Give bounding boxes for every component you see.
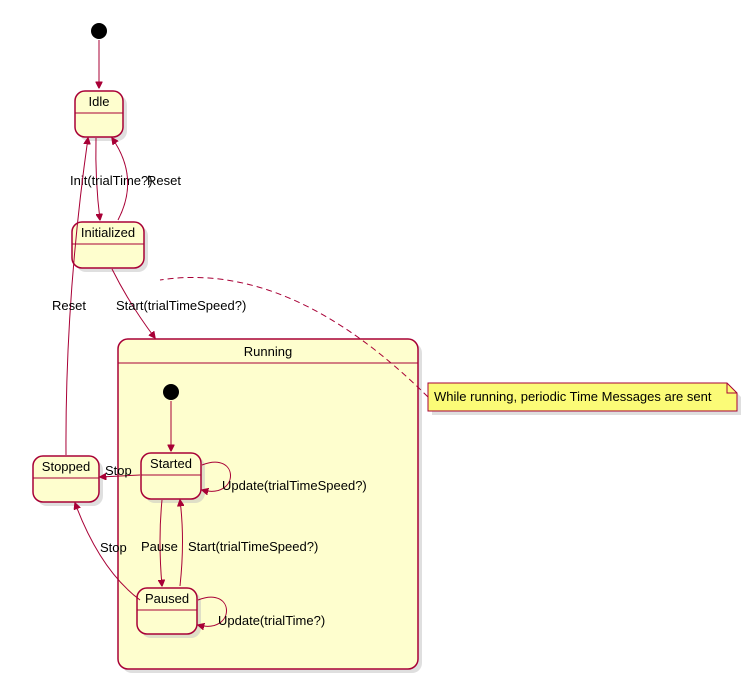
paused-label: Paused [145, 591, 189, 606]
edge-paused_to_started-label: Start(trialTimeSpeed?) [188, 539, 318, 554]
stopped-label: Stopped [42, 459, 90, 474]
running_container-label: Running [244, 344, 292, 359]
edge-paused_self-label: Update(trialTime?) [218, 613, 325, 628]
edge-stopped_to_idle-label: Reset [52, 298, 86, 313]
edge-started_to_paused-label: Pause [141, 539, 178, 554]
started-label: Started [150, 456, 192, 471]
edge-initialized_to_running-label: Start(trialTimeSpeed?) [116, 298, 246, 313]
edge-started_self-label: Update(trialTimeSpeed?) [222, 478, 367, 493]
initialized-label: Initialized [81, 225, 135, 240]
edge-started_to_stopped-label: Stop [105, 463, 132, 478]
note-text: While running, periodic Time Messages ar… [434, 389, 712, 404]
initial_outer [91, 23, 107, 39]
edge-initialized_to_idle-label: Reset [147, 173, 181, 188]
initial_inner [163, 384, 179, 400]
edge-paused_to_stopped-label: Stop [100, 540, 127, 555]
idle-label: Idle [89, 94, 110, 109]
